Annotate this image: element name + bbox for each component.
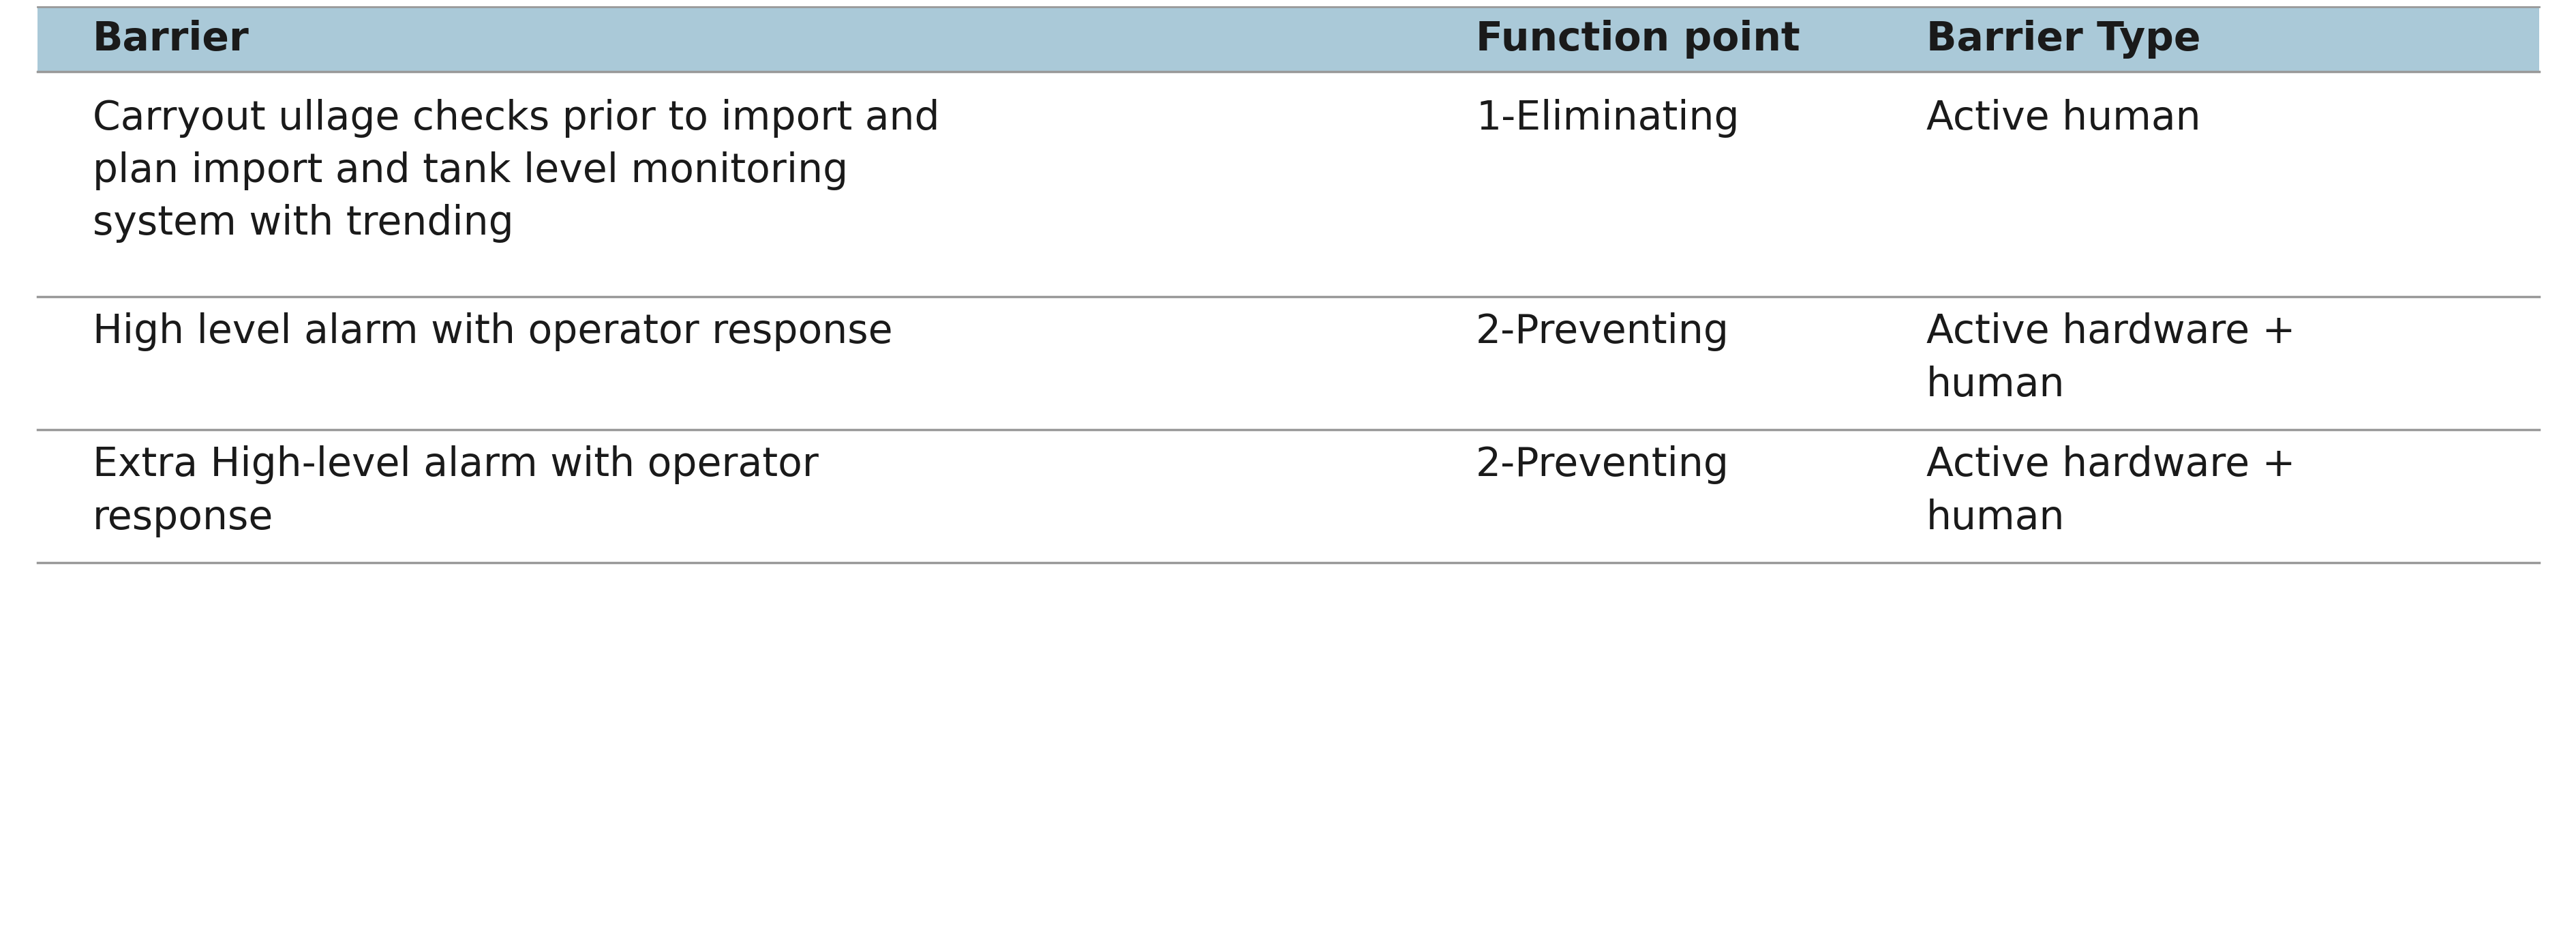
Text: High level alarm with operator response: High level alarm with operator response [93,313,891,352]
Bar [39,7,2537,71]
Text: 2-Preventing: 2-Preventing [1476,446,1728,485]
Text: Barrier Type: Barrier Type [1927,20,2200,59]
Text: Active hardware +
human: Active hardware + human [1927,313,2295,404]
Text: 2-Preventing: 2-Preventing [1476,313,1728,352]
Text: Active human: Active human [1927,99,2200,138]
Text: Function point: Function point [1476,20,1801,59]
Text: Carryout ullage checks prior to import and
plan import and tank level monitoring: Carryout ullage checks prior to import a… [93,99,940,243]
Text: 1-Eliminating: 1-Eliminating [1476,99,1739,138]
Text: Extra High-level alarm with operator
response: Extra High-level alarm with operator res… [93,446,819,537]
Text: Active hardware +
human: Active hardware + human [1927,446,2295,537]
Text: Barrier: Barrier [93,20,250,59]
